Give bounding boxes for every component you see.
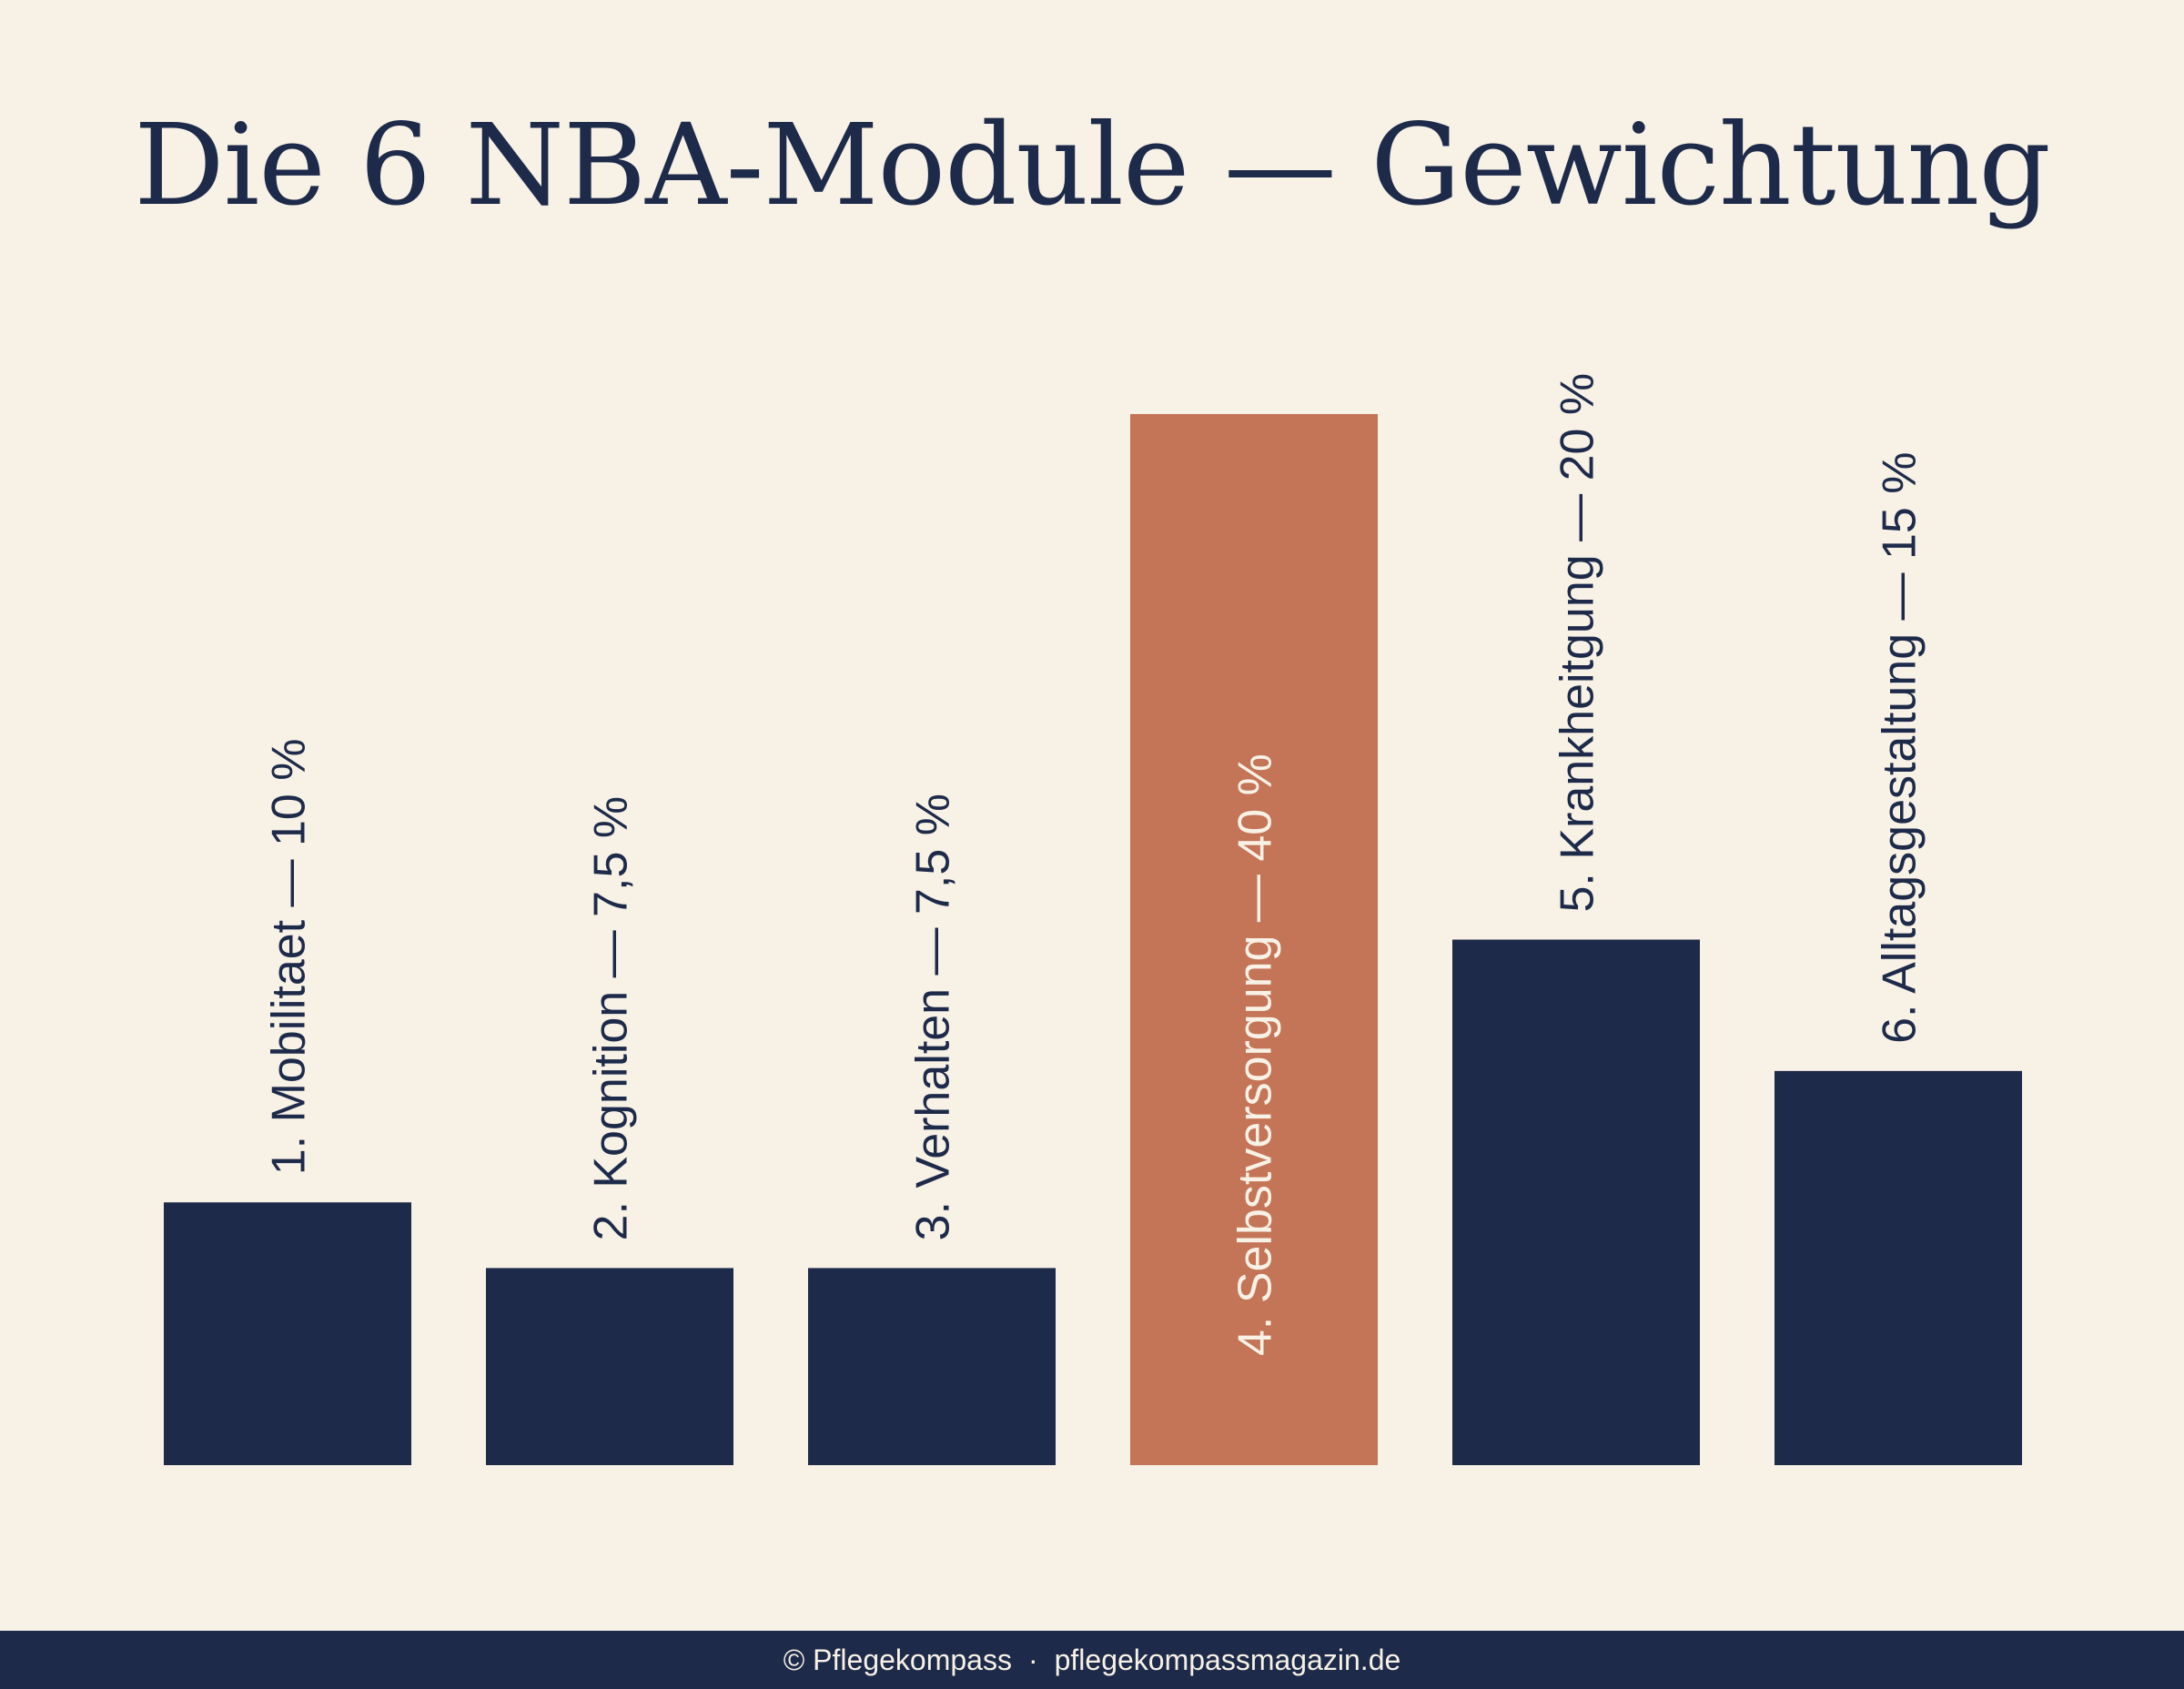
bar-4	[1130, 414, 1378, 1465]
footer-separator: ·	[1027, 1643, 1038, 1676]
bar-label-1: 1. Mobilitaet — 10 %	[263, 738, 316, 1175]
bar-label-3: 3. Verhalten — 7,5 %	[907, 794, 960, 1240]
footer-website-link[interactable]: pflegekompassmagazin.de	[1054, 1643, 1401, 1676]
bar-2	[486, 1268, 733, 1465]
bar-6	[1774, 1070, 2022, 1465]
bar-label-6: 6. Alltagsgestaltung — 15 %	[1874, 451, 1926, 1043]
bar-3	[808, 1268, 1056, 1465]
bar-1	[164, 1202, 411, 1465]
chart-title: Die 6 NBA-Module — Gewichtung	[134, 100, 2050, 231]
footer-bar: © Pflegekompass · pflegekompassmagazin.d…	[0, 1631, 2184, 1689]
bar-label-5: 5. Krankheitgung — 20 %	[1552, 373, 1604, 913]
bar-label-2: 2. Kognition — 7,5 %	[585, 796, 638, 1241]
bar-5	[1452, 939, 1700, 1465]
bar-label-4: 4. Selbstversorgung — 40 %	[1229, 753, 1282, 1356]
footer-copyright: © Pflegekompass	[783, 1643, 1012, 1676]
